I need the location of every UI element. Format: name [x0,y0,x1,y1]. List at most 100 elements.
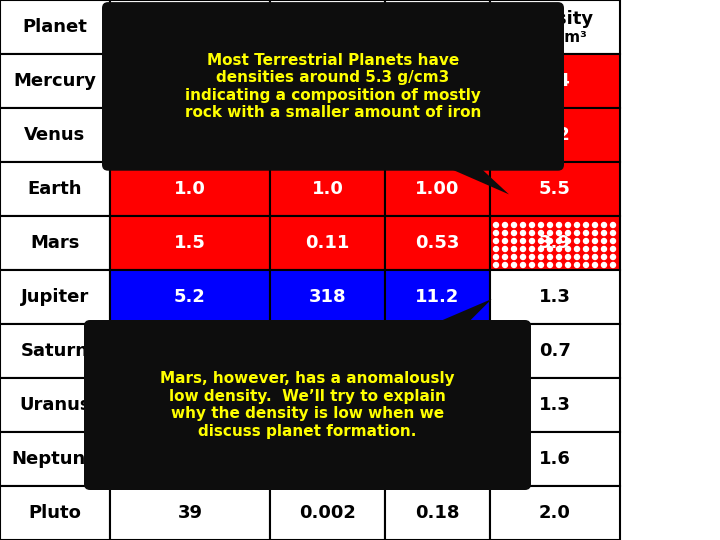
Circle shape [503,262,508,267]
Circle shape [565,262,570,267]
Circle shape [493,262,498,267]
Text: 318: 318 [309,288,346,306]
Text: Mars: Mars [30,234,80,252]
Text: Mars, however, has a anomalously
low density.  We’ll try to explain
why the dens: Mars, however, has a anomalously low den… [160,372,455,438]
Bar [0,378,110,432]
Circle shape [575,246,580,252]
Circle shape [565,239,570,244]
Circle shape [557,222,562,227]
Bar [0,432,110,486]
Bar [385,54,490,108]
Text: 2.0: 2.0 [539,504,571,522]
Circle shape [539,246,544,252]
Bar [270,216,385,270]
Text: 9.5: 9.5 [174,342,206,360]
Circle shape [557,246,562,252]
Circle shape [593,231,598,235]
FancyBboxPatch shape [84,320,531,490]
Circle shape [503,254,508,260]
Circle shape [593,262,598,267]
Bar [490,486,620,540]
Bar [110,108,270,162]
Circle shape [611,262,616,267]
Bar [0,270,110,324]
Bar [110,432,270,486]
Bar [490,0,620,54]
Circle shape [611,239,616,244]
Circle shape [601,222,606,227]
Bar [490,216,620,270]
Circle shape [575,222,580,227]
Text: 0.055: 0.055 [299,72,356,90]
Circle shape [565,222,570,227]
Circle shape [565,246,570,252]
Text: 0.38: 0.38 [415,72,460,90]
Bar [0,162,110,216]
Bar [270,324,385,378]
Circle shape [575,262,580,267]
Bar [270,162,385,216]
Circle shape [511,262,516,267]
Circle shape [547,222,552,227]
Text: 39: 39 [178,504,202,522]
Text: 0.53: 0.53 [415,234,459,252]
Bar [270,54,385,108]
Polygon shape [441,165,509,194]
Bar [110,162,270,216]
Circle shape [583,254,588,260]
Text: Mass: Mass [302,18,353,36]
Text: 4.0: 4.0 [422,396,454,414]
Circle shape [503,222,508,227]
Circle shape [493,239,498,244]
Text: 5.2: 5.2 [174,288,206,306]
Bar [385,162,490,216]
Circle shape [503,246,508,252]
Text: Pluto: Pluto [29,504,81,522]
Bar [110,0,270,54]
Circle shape [593,239,598,244]
Bar [490,108,620,162]
Bar [385,324,490,378]
Circle shape [565,254,570,260]
Text: 9.5: 9.5 [422,342,454,360]
Circle shape [593,246,598,252]
Bar [385,108,490,162]
Text: Distance from: Distance from [125,10,256,28]
Text: 0.82: 0.82 [305,126,350,144]
Text: 0.002: 0.002 [299,504,356,522]
Circle shape [547,262,552,267]
Text: Earth: Earth [28,180,82,198]
Circle shape [593,222,598,227]
Bar [385,0,490,54]
Bar [385,432,490,486]
Circle shape [521,231,526,235]
Text: 1.0: 1.0 [312,180,343,198]
Circle shape [611,246,616,252]
Bar [0,54,110,108]
Bar [385,270,490,324]
Circle shape [593,254,598,260]
Circle shape [503,231,508,235]
Circle shape [539,231,544,235]
Circle shape [529,262,534,267]
Text: Mercury: Mercury [14,72,96,90]
Text: 95: 95 [315,342,340,360]
Circle shape [601,254,606,260]
Text: 30: 30 [178,450,202,468]
Bar [0,486,110,540]
Bar [0,216,110,270]
Text: 5.5: 5.5 [539,180,571,198]
Text: Venus: Venus [24,126,86,144]
Text: Density: Density [516,10,593,28]
Circle shape [557,262,562,267]
Circle shape [601,231,606,235]
Text: 11.2: 11.2 [415,288,459,306]
Circle shape [611,222,616,227]
Circle shape [529,231,534,235]
Circle shape [583,222,588,227]
Bar [490,54,620,108]
Circle shape [539,262,544,267]
Text: 1.00: 1.00 [415,180,459,198]
Text: 1.3: 1.3 [539,396,571,414]
Circle shape [529,246,534,252]
